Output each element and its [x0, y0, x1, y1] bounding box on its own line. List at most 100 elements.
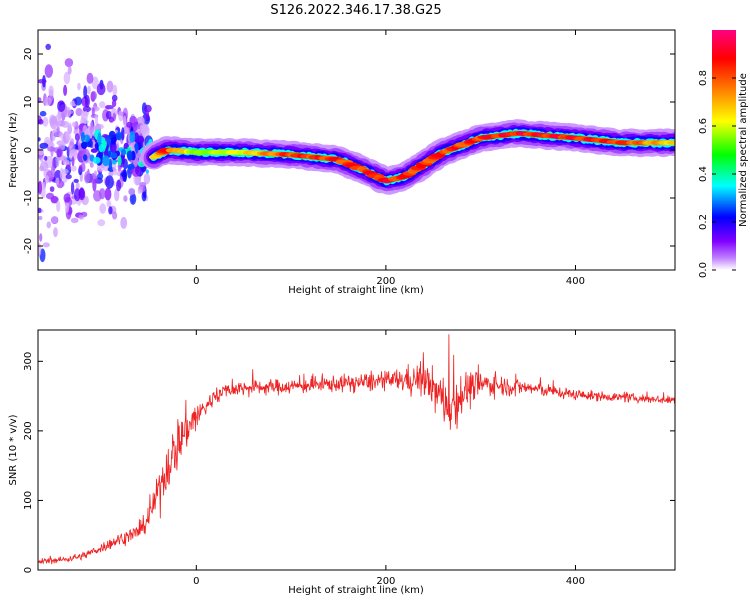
- noise-blob: [67, 66, 72, 75]
- noise-blob: [39, 233, 43, 242]
- noise-blob: [49, 186, 55, 192]
- x-tick-label: 0: [193, 576, 199, 587]
- noise-blob: [72, 121, 77, 128]
- noise-blob: [38, 137, 41, 142]
- noise-blob: [90, 90, 97, 101]
- snr-ylabel: SNR (10 * v/v): [8, 414, 19, 485]
- noise-blob: [44, 96, 52, 106]
- noise-blob: [56, 200, 61, 213]
- noise-core-blob: [111, 160, 117, 165]
- noise-blob: [65, 174, 72, 180]
- spectrogram-heatmap: [38, 43, 675, 263]
- noise-blob: [63, 193, 71, 203]
- colorbar-tick-label: 0.6: [698, 118, 709, 134]
- noise-blob: [78, 188, 86, 201]
- noise-blob: [96, 123, 104, 130]
- noise-blob: [58, 132, 64, 139]
- noise-core-blob: [126, 150, 133, 160]
- noise-blob: [91, 76, 99, 90]
- y-tick-label: 0: [23, 567, 34, 573]
- noise-core-blob: [117, 156, 122, 166]
- noise-core-blob: [106, 135, 111, 147]
- noise-core-blob: [98, 143, 104, 153]
- noise-blob: [118, 110, 124, 122]
- noise-core-blob: [134, 142, 139, 153]
- noise-blob: [48, 142, 55, 147]
- noise-core-blob: [129, 131, 136, 143]
- noise-blob: [70, 165, 77, 172]
- noise-blob: [59, 167, 64, 180]
- noise-blob: [105, 175, 114, 189]
- noise-blob: [39, 110, 47, 117]
- snr-series-line: [38, 334, 675, 565]
- noise-core-blob: [110, 137, 117, 145]
- noise-blob: [122, 168, 127, 182]
- noise-blob: [89, 162, 94, 168]
- noise-blob: [96, 83, 106, 96]
- snr-frame: [37, 329, 676, 571]
- noise-blob: [38, 207, 42, 213]
- noise-blob: [70, 181, 75, 195]
- noise-blob: [111, 99, 117, 107]
- spectrogram-axis-ticks: 0 200 400 -20 -10 0 10 20: [23, 30, 675, 287]
- noise-blob: [39, 142, 49, 149]
- noise-blob: [61, 120, 70, 128]
- noise-blob: [38, 119, 44, 125]
- noise-blob: [123, 195, 128, 202]
- noise-blob: [38, 79, 47, 84]
- snr-axis-ticks: 0 200 400 0 100 200 300: [23, 330, 675, 587]
- figure-title: S126.2022.346.17.38.G25: [270, 3, 441, 18]
- noise-blob: [44, 155, 48, 161]
- noise-core-blob: [90, 148, 98, 153]
- noise-blob: [46, 221, 52, 229]
- noise-blob: [63, 71, 71, 85]
- spectrogram-xlabel: Height of straight line (km): [288, 285, 424, 296]
- noise-blob: [99, 203, 107, 214]
- noise-blob: [129, 193, 137, 205]
- y-tick-label: 0: [23, 147, 34, 153]
- noise-blob: [83, 85, 88, 99]
- noise-blob: [74, 133, 80, 142]
- noise-blob: [106, 80, 114, 93]
- noise-blob: [97, 219, 106, 227]
- noise-core-blob: [102, 155, 110, 167]
- noise-blob: [84, 128, 92, 136]
- noise-blob: [122, 115, 127, 127]
- noise-blob: [44, 175, 50, 184]
- noise-blob: [61, 168, 69, 174]
- noise-blob: [78, 164, 83, 172]
- x-tick-label: 400: [566, 576, 585, 587]
- noise-blob: [98, 188, 106, 200]
- noise-blob: [45, 43, 51, 51]
- noise-blob: [104, 187, 112, 201]
- noise-blob: [114, 188, 120, 202]
- noise-blob: [71, 156, 75, 167]
- noise-blob: [64, 201, 70, 214]
- snr-line-area: [38, 334, 675, 565]
- y-tick-label: -10: [23, 190, 34, 206]
- noise-blob: [62, 155, 67, 163]
- noise-blob: [145, 109, 150, 121]
- noise-core-blob: [80, 131, 85, 143]
- noise-blob: [46, 192, 55, 200]
- noise-blob: [116, 179, 122, 192]
- x-tick-label: 200: [376, 276, 395, 287]
- noise-blob: [78, 214, 85, 220]
- y-tick-label: -20: [23, 238, 34, 254]
- noise-blob: [65, 133, 72, 141]
- noise-blob: [42, 181, 46, 190]
- noise-core-blob: [97, 132, 102, 146]
- noise-blob: [64, 110, 74, 115]
- noise-blob: [77, 82, 81, 91]
- y-tick-label: 10: [23, 96, 34, 109]
- colorbar-label: Normalized spectral amplitude: [738, 73, 749, 227]
- noise-blob: [143, 173, 151, 185]
- noise-blob: [93, 170, 98, 176]
- noise-blob: [62, 171, 68, 183]
- noise-blob: [75, 182, 80, 190]
- noise-blob: [75, 107, 83, 117]
- noise-blob: [47, 145, 56, 152]
- noise-core-blob: [84, 134, 90, 143]
- colorbar-ticks: 0.0 0.2 0.4 0.6 0.8: [698, 70, 736, 278]
